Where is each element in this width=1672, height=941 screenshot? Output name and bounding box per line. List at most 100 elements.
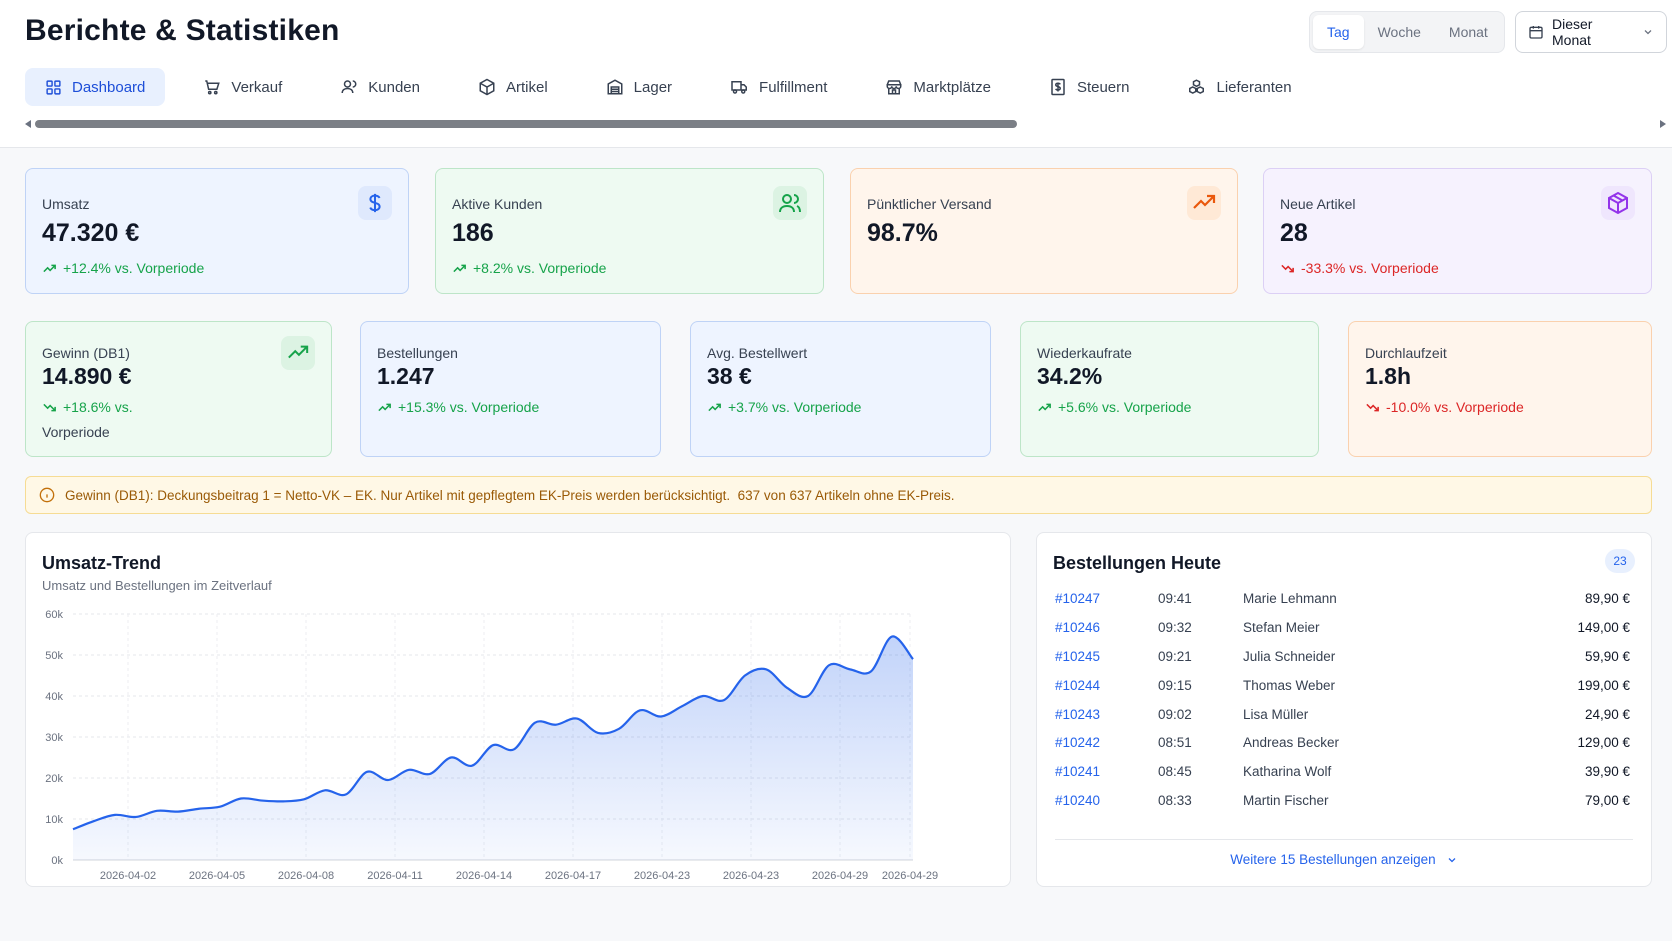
umsatz-trend-chart: 0k 10k 20k 30k 40k 50k 60k 2026-04-02 2026-04-05… <box>45 609 938 882</box>
order-row[interactable]: #10247 09:41 Marie Lehmann 89,90 € <box>1055 591 1630 611</box>
order-customer: Marie Lehmann <box>1243 591 1337 606</box>
kpi-change: +18.6% vs. <box>42 399 133 415</box>
kpi-label: Avg. Bestellwert <box>707 345 808 361</box>
y-tick-label: 30k <box>45 732 63 744</box>
kpi-change-text: +15.3% vs. Vorperiode <box>398 399 540 415</box>
period-option-woche[interactable]: Woche <box>1377 24 1421 40</box>
tab-fulfillment[interactable]: Fulfillment <box>710 68 847 106</box>
scrollbar-thumb[interactable] <box>35 120 1017 128</box>
tab-label: Artikel <box>505 78 548 96</box>
kpi-label: Aktive Kunden <box>452 196 543 212</box>
order-time: 09:41 <box>1158 591 1192 606</box>
x-tick-label: 2026-04-29 <box>882 870 938 882</box>
kpi-change-text: +3.7% vs. Vorperiode <box>728 399 862 415</box>
data-point <box>576 717 579 720</box>
scroll-right-arrow-icon[interactable] <box>1660 120 1666 128</box>
order-row[interactable]: #10245 09:21 Julia Schneider 59,90 € <box>1055 649 1630 669</box>
tab-lieferanten[interactable]: Lieferanten <box>1167 68 1311 106</box>
data-point <box>786 686 789 689</box>
order-id-link[interactable]: #10245 <box>1055 649 1101 664</box>
umsatz-trend-panel: Umsatz-Trend Umsatz und Bestellungen im … <box>25 532 1011 887</box>
order-time: 08:45 <box>1158 764 1192 779</box>
kpi-card-neue-artikel: Neue Artikel 28 -33.3% vs. Vorperiode <box>1263 168 1652 294</box>
kpi-value: 28 <box>1280 219 1308 247</box>
calendar-icon <box>1529 26 1543 39</box>
receipt-icon <box>1051 78 1065 96</box>
data-point <box>492 744 495 747</box>
period-option-monat[interactable]: Monat <box>1448 24 1488 40</box>
data-point <box>744 674 747 677</box>
y-tick-label: 60k <box>45 609 63 621</box>
data-point <box>849 668 852 671</box>
period-toggle: Tag Woche Monat <box>1309 11 1505 53</box>
order-id-link[interactable]: #10241 <box>1055 764 1101 779</box>
data-point <box>408 768 411 771</box>
trending-up-icon <box>453 264 466 272</box>
scroll-left-arrow-icon[interactable] <box>25 120 31 128</box>
order-amount: 79,00 € <box>1584 793 1630 808</box>
order-row[interactable]: #10240 08:33 Martin Fischer 79,00 € <box>1055 793 1630 813</box>
data-point <box>324 789 327 792</box>
data-point <box>912 658 915 661</box>
date-range-select[interactable]: Dieser Monat <box>1515 11 1667 53</box>
tab-verkauf[interactable]: Verkauf <box>183 68 302 106</box>
trending-up-icon <box>378 403 391 411</box>
data-point <box>282 800 285 803</box>
order-row[interactable]: #10246 09:32 Stefan Meier 149,00 € <box>1055 620 1630 640</box>
kpi-label: Wiederkaufrate <box>1037 345 1132 361</box>
order-row[interactable]: #10243 09:02 Lisa Müller 24,90 € <box>1055 707 1630 727</box>
data-point <box>114 813 117 816</box>
trending-down-icon <box>1281 264 1294 272</box>
order-customer: Katharina Wolf <box>1243 764 1332 779</box>
order-id-link[interactable]: #10246 <box>1055 620 1101 635</box>
data-point <box>261 799 264 802</box>
tab-kunden[interactable]: Kunden <box>320 68 440 106</box>
order-id-link[interactable]: #10242 <box>1055 735 1101 750</box>
order-time: 08:33 <box>1158 793 1192 808</box>
tabs-scrollbar[interactable] <box>25 119 1666 129</box>
db1-info-notice: Gewinn (DB1): Deckungsbeitrag 1 = Netto-… <box>25 476 1652 514</box>
kpi-card-durchlaufzeit: Durchlaufzeit 1.8h -10.0% vs. Vorperiode <box>1348 321 1652 457</box>
order-row[interactable]: #10244 09:15 Thomas Weber 199,00 € <box>1055 678 1630 698</box>
tab-lager[interactable]: Lager <box>586 68 692 106</box>
y-tick-label: 20k <box>45 773 63 785</box>
kpi-value: 47.320 € <box>42 219 140 247</box>
order-id-link[interactable]: #10247 <box>1055 591 1101 606</box>
kpi-change-text: +8.2% vs. Vorperiode <box>473 260 607 276</box>
chevron-down-icon <box>1448 857 1456 862</box>
kpi-label: Gewinn (DB1) <box>42 345 130 361</box>
tab-label: Verkauf <box>231 78 283 96</box>
x-tick-label: 2026-04-23 <box>723 870 779 882</box>
x-tick-label: 2026-04-17 <box>545 870 601 882</box>
y-tick-label: 10k <box>45 814 63 826</box>
data-point <box>93 820 96 823</box>
order-amount: 149,00 € <box>1577 620 1630 635</box>
grid-icon <box>46 79 61 95</box>
kpi-card-avg-bestellwert: Avg. Bestellwert 38 € +3.7% vs. Vorperio… <box>690 321 991 457</box>
kpi-change-text-cont: Vorperiode <box>42 424 110 440</box>
order-customer: Martin Fischer <box>1243 793 1329 808</box>
trending-up-icon <box>43 264 56 272</box>
tab-artikel[interactable]: Artikel <box>458 68 568 106</box>
order-row[interactable]: #10242 08:51 Andreas Becker 129,00 € <box>1055 735 1630 755</box>
show-more-orders-link[interactable]: Weitere 15 Bestellungen anzeigen <box>1037 852 1651 867</box>
box-icon <box>479 78 495 96</box>
order-time: 09:15 <box>1158 678 1192 693</box>
kpi-value: 98.7% <box>867 219 938 247</box>
show-more-label: Weitere 15 Bestellungen anzeigen <box>1230 852 1436 867</box>
users-icon <box>773 186 807 220</box>
order-id-link[interactable]: #10240 <box>1055 793 1101 808</box>
tab-marktplaetze[interactable]: Marktplätze <box>865 68 1011 106</box>
boxes-icon <box>1189 79 1205 94</box>
kpi-value: 186 <box>452 219 494 247</box>
period-option-tag[interactable]: Tag <box>1313 15 1364 49</box>
order-id-link[interactable]: #10243 <box>1055 707 1101 722</box>
kpi-label: Umsatz <box>42 196 90 212</box>
data-point <box>723 699 726 702</box>
orders-title: Bestellungen Heute <box>1053 553 1222 573</box>
tab-steuern[interactable]: Steuern <box>1029 68 1150 106</box>
tab-dashboard[interactable]: Dashboard <box>25 68 166 106</box>
order-amount: 59,90 € <box>1584 649 1630 664</box>
order-id-link[interactable]: #10244 <box>1055 678 1101 693</box>
order-row[interactable]: #10241 08:45 Katharina Wolf 39,90 € <box>1055 764 1630 784</box>
